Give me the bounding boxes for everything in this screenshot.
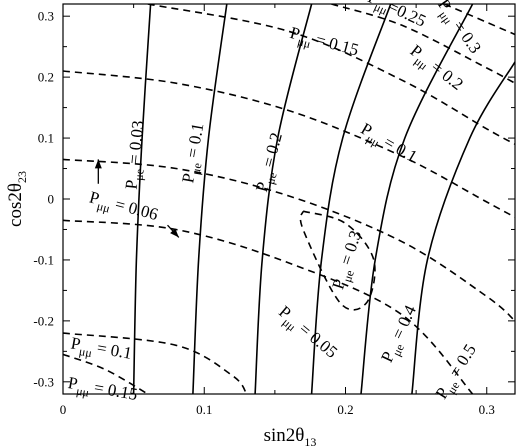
arrow-diag-head <box>170 228 179 238</box>
y-tick-label: -0.2 <box>33 313 54 328</box>
pue-contour-0.4 <box>360 4 474 394</box>
y-tick-label: 0.2 <box>38 70 54 85</box>
annotation-pue-03: Pμe = 0.3 <box>328 228 369 293</box>
y-tick-label: 0 <box>48 192 55 207</box>
pue-contour-0.03 <box>132 4 152 394</box>
annotation-puu-025: Pμμ=0.25 <box>363 0 429 34</box>
pue-contour-0.5 <box>411 61 515 394</box>
y-tick-label: -0.3 <box>33 374 54 389</box>
annotation-arrows <box>94 159 180 238</box>
annotation-puu-03: Pμμ = 0.3 <box>431 0 485 59</box>
y-tick-label: -0.1 <box>33 252 54 267</box>
arrow-up-head <box>94 159 102 169</box>
y-tick-label: 0.3 <box>38 9 54 24</box>
x-tick-label: 0.1 <box>196 402 212 417</box>
y-axis-title: cos2θ23 <box>5 171 29 227</box>
puu-contour-0.05 <box>299 210 376 311</box>
puu-contour-0.1 <box>63 158 515 322</box>
annotation-puu-01-mid: Pμμ = 0.1 <box>356 119 421 170</box>
y-tick-label: 0.1 <box>38 131 54 146</box>
puu-contour-0.15 <box>63 70 515 219</box>
puu-contour-0.2 <box>147 4 515 145</box>
x-axis-title: sin2θ13 <box>264 425 317 448</box>
annotation-puu-015-low: Pμμ = 0.15 <box>66 373 139 408</box>
axis-ticks <box>62 4 515 394</box>
puu-contour-0.06 <box>63 219 474 394</box>
contour-curves <box>63 4 515 394</box>
pue-contour-0.1 <box>192 4 228 394</box>
tick-labels: 0 0.1 0.2 0.3 0.3 0.2 0.1 0 -0.1 -0.2 -0.3 <box>33 9 494 417</box>
annotation-pue-05: Pμe = 0.5 <box>432 341 484 405</box>
x-tick-label: 0.3 <box>479 402 495 417</box>
annotation-puu-006: Pμμ = 0.06 <box>86 188 160 228</box>
annotation-puu-005: Pμμ = 0.05 <box>273 302 342 365</box>
annotation-puu-02: Pμμ = 0.2 <box>404 41 467 97</box>
pue-contour-0.2 <box>254 4 313 394</box>
x-tick-label: 0.2 <box>337 402 353 417</box>
x-tick-label: 0 <box>60 402 67 417</box>
annotation-pue-003: Pμe = 0.03 <box>122 120 152 191</box>
annotation-pue-02: Pμe = 0.2 <box>252 131 290 195</box>
